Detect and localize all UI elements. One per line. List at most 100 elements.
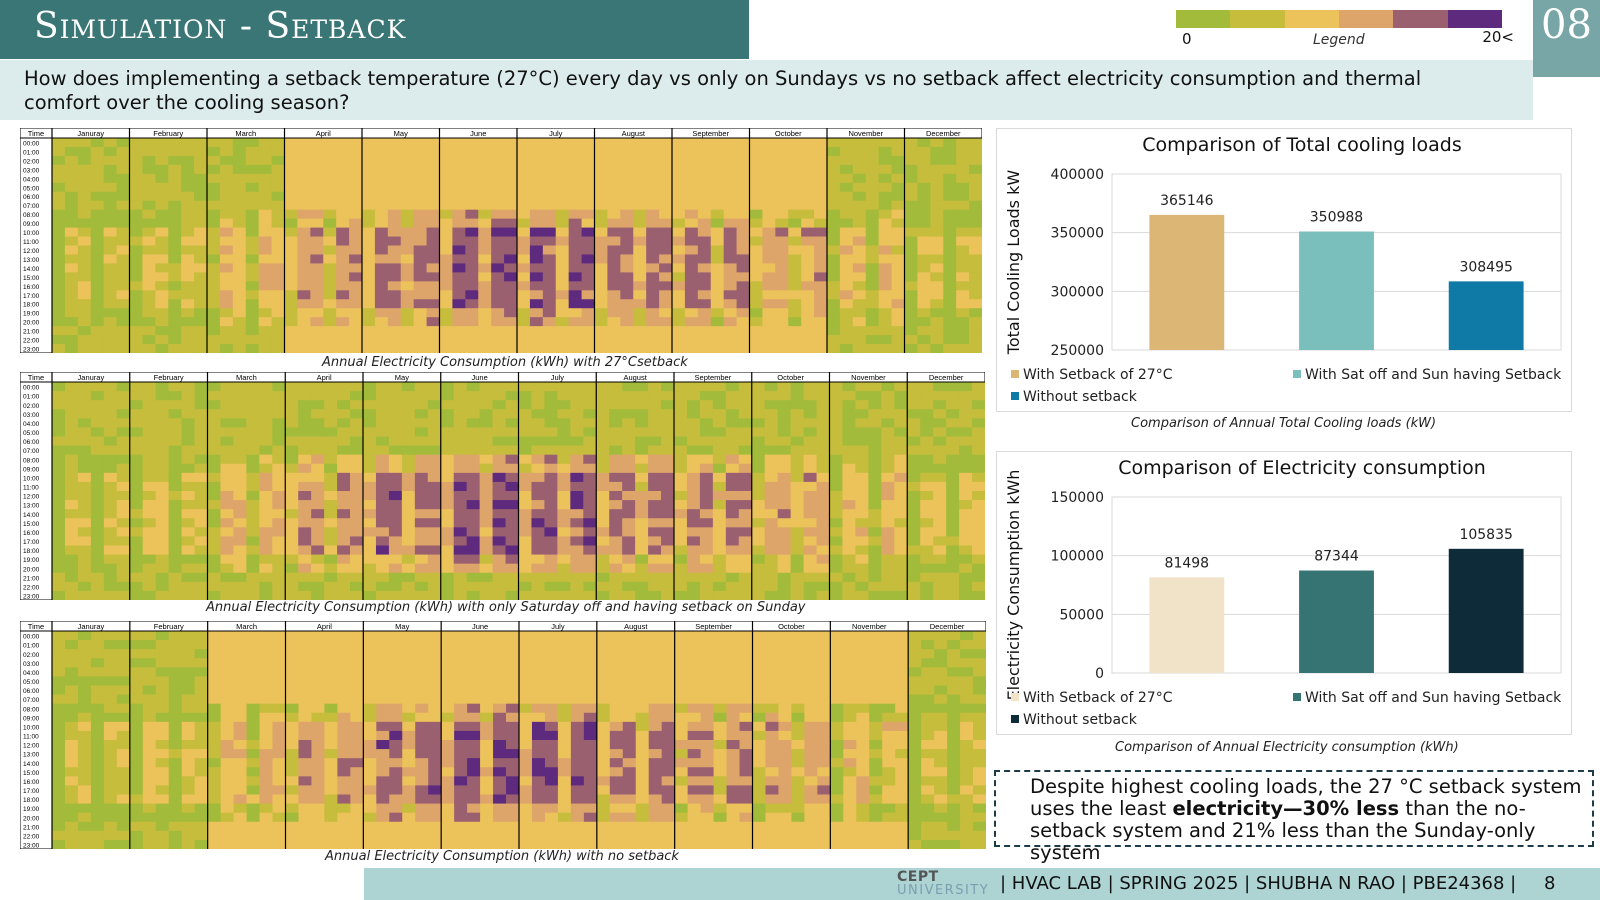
heatmap-cell (607, 227, 621, 238)
heatmap-cell (788, 191, 802, 202)
heatmap-cell (194, 758, 209, 768)
heatmap-cell (712, 445, 727, 456)
heatmap-cell (363, 749, 377, 759)
heatmap-cell (155, 200, 169, 211)
heatmap-cell (194, 173, 208, 184)
heatmap-cell (506, 703, 520, 714)
heatmap-cell (219, 155, 234, 166)
heatmap-cell (194, 749, 209, 759)
heatmap-cell (478, 138, 492, 148)
heatmap-cell (362, 146, 376, 157)
heatmap-cell (712, 563, 727, 574)
heatmap-cell (324, 794, 338, 805)
heatmap-cell (401, 463, 416, 474)
heatmap-cell (842, 554, 856, 565)
heatmap-cell (609, 839, 624, 850)
heatmap-cell (181, 218, 195, 229)
heatmap-cell (894, 472, 908, 483)
heatmap-cell (531, 436, 545, 447)
heatmap-cell (594, 335, 608, 345)
heatmap-cell (311, 572, 325, 583)
heatmap-cell (751, 481, 766, 492)
heatmap-cell (271, 155, 285, 166)
heatmap-cell (736, 236, 750, 246)
heatmap-cell (363, 676, 377, 686)
heatmap-cell (713, 721, 728, 732)
heatmap-cell (531, 554, 545, 565)
heatmap-cell (285, 491, 299, 501)
heatmap-cell (64, 326, 79, 336)
heatmap-cell (544, 658, 559, 668)
heatmap-cell (337, 536, 351, 546)
heatmap-month-label: December (926, 129, 961, 138)
heatmap-cell (402, 685, 416, 696)
heatmap-cell (272, 491, 286, 501)
heatmap-cell (155, 631, 170, 641)
heatmap-cell (142, 308, 156, 318)
heatmap-cell (298, 749, 312, 759)
heatmap-hour-label: 04:00 (23, 176, 40, 183)
heatmap-cell (428, 649, 442, 659)
heatmap-cell (749, 344, 763, 354)
heatmap-cell (272, 721, 286, 732)
heatmap-cell (439, 138, 453, 148)
heatmap-cell (103, 785, 118, 795)
heatmap-cell (77, 527, 92, 537)
heatmap-cell (762, 209, 776, 220)
heatmap-cell (607, 317, 621, 327)
heatmap-cell (596, 463, 610, 474)
heatmap-cell (52, 545, 66, 556)
heatmap-cell (607, 173, 621, 184)
heatmap-cell (506, 685, 520, 696)
heatmap-cell (465, 290, 479, 300)
heatmap-cell (829, 481, 843, 492)
heatmap-cell (778, 812, 792, 823)
heatmap-cell (194, 794, 209, 805)
heatmap-cell (531, 758, 546, 768)
heatmap-cell (363, 740, 377, 750)
heatmap-cell (622, 703, 637, 714)
heatmap-cell (168, 254, 182, 264)
heatmap-month-label: November (851, 373, 886, 382)
heatmap-cell (839, 317, 854, 327)
heatmap-cell (894, 409, 908, 419)
heatmap-cell (739, 749, 753, 759)
heatmap-cell (699, 518, 714, 528)
heatmap-cell (465, 182, 479, 193)
heatmap-cell (363, 658, 377, 668)
heatmap-cell (181, 209, 195, 220)
heatmap-cell (865, 164, 880, 175)
heatmap-cell (622, 676, 637, 686)
heatmap-cell (946, 400, 960, 410)
heatmap-cell (659, 281, 673, 291)
heatmap-cell (168, 572, 183, 583)
heatmap-cell (103, 821, 118, 832)
heatmap-cell (389, 794, 403, 805)
heatmap-cell (816, 500, 830, 510)
heatmap-cell (219, 335, 234, 345)
heatmap-cell (480, 712, 494, 723)
heatmap-cell (609, 518, 623, 528)
heatmap-cell (155, 749, 170, 759)
heatmap-hour-label: 00:00 (23, 385, 40, 392)
heatmap-hour-label: 00:00 (23, 140, 40, 147)
heatmap-cell (479, 418, 494, 428)
heatmap-cell (544, 767, 559, 777)
heatmap-cell (220, 409, 234, 419)
heatmap-cell (956, 173, 970, 184)
heatmap-cell (583, 785, 598, 795)
heatmap-cell (804, 794, 818, 805)
heatmap-cell (596, 563, 610, 574)
heatmap-cell (374, 138, 389, 148)
heatmap-cell (817, 812, 831, 823)
heatmap-cell (413, 326, 428, 336)
heatmap-cell (415, 694, 429, 705)
heatmap-cell (778, 821, 792, 832)
heatmap-cell (480, 667, 494, 677)
heatmap-cell (596, 767, 611, 777)
heatmap-cell (791, 649, 805, 659)
heatmap-cell (363, 472, 377, 483)
heatmap-cell (557, 703, 572, 714)
heatmap-cell (542, 218, 557, 229)
heatmap-cell (479, 527, 494, 537)
